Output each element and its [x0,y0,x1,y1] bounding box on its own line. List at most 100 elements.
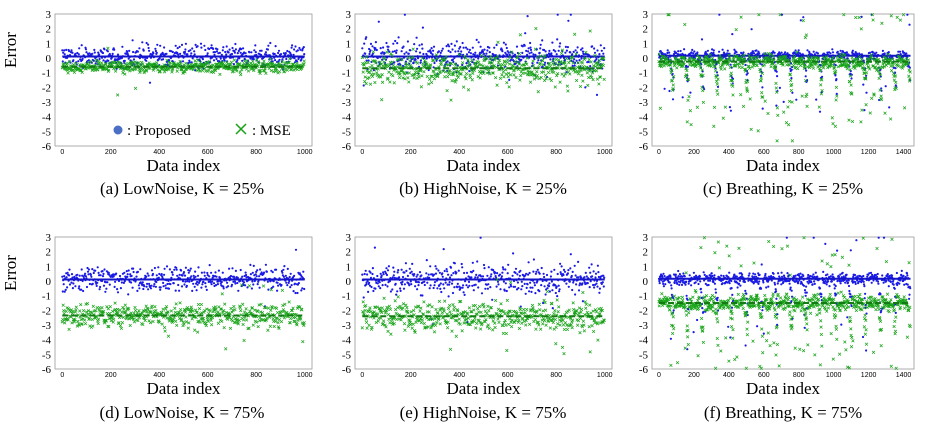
point-proposed [196,280,199,284]
point-proposed [288,275,291,279]
point-mse [79,68,83,73]
point-mse [495,55,500,59]
x-tick-label: 800 [250,149,262,156]
point-mse [540,58,544,63]
point-proposed [163,267,166,270]
point-proposed [132,50,135,54]
point-proposed [379,47,382,50]
point-proposed [132,267,135,270]
point-mse [520,67,524,72]
point-mse [123,72,127,76]
point-proposed [234,48,237,51]
point-proposed [404,262,407,265]
point-mse [446,63,450,67]
point-proposed [432,49,435,52]
point-proposed [267,44,270,47]
point-proposed [416,47,419,50]
point-proposed [194,43,197,47]
point-proposed [155,274,158,277]
point-proposed [413,273,416,276]
point-proposed [812,50,815,53]
point-proposed [492,269,495,272]
point-proposed [365,59,368,62]
point-mse [273,63,277,67]
point-proposed [503,289,506,292]
point-proposed [121,45,124,48]
panel-caption: (c) Breathing, K = 25% [703,179,863,198]
point-proposed [565,49,569,52]
point-mse [116,60,120,64]
point-proposed [259,268,262,271]
point-proposed [524,292,527,295]
y-tick-label: -4 [342,335,352,347]
y-tick-label: 3 [643,9,649,21]
point-proposed [394,39,397,43]
point-proposed [105,287,108,290]
point-proposed [172,282,175,285]
point-proposed [89,273,92,276]
point-proposed [303,53,306,56]
point-mse [509,50,514,54]
point-proposed [175,268,178,271]
point-mse [231,69,236,73]
point-proposed [284,274,287,277]
point-proposed [384,58,388,61]
point-mse [559,51,564,56]
point-proposed [552,57,555,61]
point-proposed [510,58,513,61]
point-proposed [462,284,465,287]
point-proposed [119,287,122,290]
point-proposed [250,287,253,290]
point-proposed [395,49,398,52]
point-proposed [163,273,166,276]
point-mse [171,67,175,71]
point-proposed [419,59,422,62]
point-proposed [691,48,694,52]
point-mse [462,54,467,59]
point-proposed [529,41,532,45]
point-proposed [408,267,411,270]
point-proposed [536,61,539,64]
point-proposed [421,26,424,29]
point-mse [541,63,545,67]
x-tick-label: 600 [758,149,770,156]
point-mse [412,76,416,80]
point-proposed [700,38,704,41]
x-tick-label: 600 [202,149,214,156]
point-proposed [215,275,218,278]
point-proposed [393,61,396,64]
point-proposed [899,53,902,56]
point-mse [583,56,587,60]
point-mse [134,67,138,71]
point-proposed [447,49,450,53]
point-mse [581,79,585,83]
point-proposed [131,39,134,42]
point-mse [425,62,429,66]
point-proposed [668,51,671,54]
point-proposed [190,61,193,64]
point-mse [417,75,421,79]
point-mse [598,75,603,79]
point-proposed [238,57,241,60]
point-proposed [776,75,779,78]
point-mse [403,65,408,70]
y-tick-label: -1 [342,68,351,80]
point-mse [402,72,407,76]
point-proposed [400,50,403,53]
point-proposed [417,281,421,284]
point-proposed [178,45,181,49]
point-mse [419,85,424,89]
point-proposed [149,287,153,290]
point-mse [96,61,100,66]
point-proposed [123,271,126,274]
point-proposed [391,50,394,53]
point-proposed [382,46,385,49]
point-proposed [237,49,240,53]
panel-caption: (b) HighNoise, K = 25% [399,179,567,198]
point-proposed [527,50,530,53]
point-proposed [84,272,87,275]
point-proposed [152,52,155,55]
point-proposed [182,271,186,274]
point-proposed [569,267,572,270]
point-proposed [782,100,785,103]
